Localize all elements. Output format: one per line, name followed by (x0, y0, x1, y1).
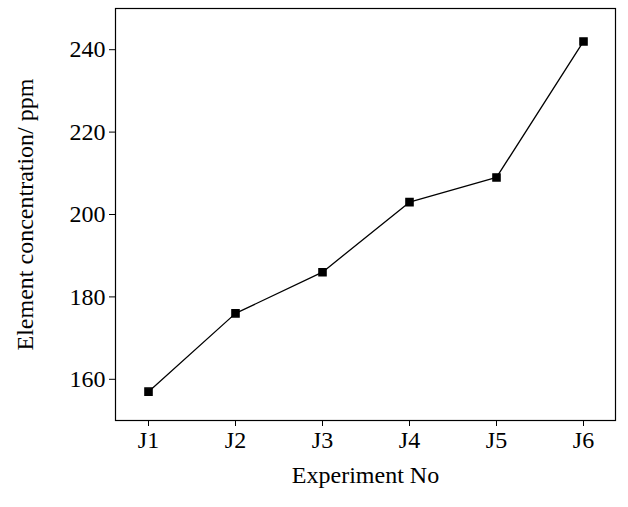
svg-text:J4: J4 (399, 427, 420, 453)
svg-text:J5: J5 (486, 427, 507, 453)
svg-text:J2: J2 (225, 427, 246, 453)
svg-text:J3: J3 (312, 427, 333, 453)
svg-text:180: 180 (70, 284, 106, 310)
svg-text:Experiment No: Experiment No (292, 462, 439, 488)
svg-text:160: 160 (70, 366, 106, 392)
svg-text:Element concentration/ ppm: Element concentration/ ppm (12, 78, 38, 350)
svg-text:240: 240 (70, 36, 106, 62)
svg-text:220: 220 (70, 119, 106, 145)
svg-text:J6: J6 (573, 427, 594, 453)
svg-text:200: 200 (70, 201, 106, 227)
svg-text:J1: J1 (138, 427, 159, 453)
